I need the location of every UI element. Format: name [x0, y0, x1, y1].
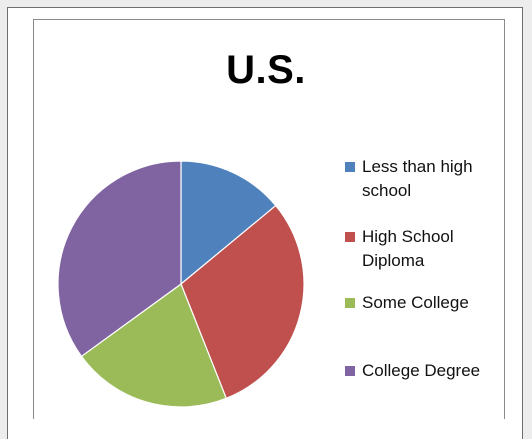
- legend-swatch: [345, 232, 355, 242]
- legend-swatch: [345, 366, 355, 376]
- legend-label: Some College: [362, 293, 469, 312]
- pie-slice-college-degree: [57, 160, 182, 358]
- pie-slice-high-school-diploma: [180, 204, 305, 400]
- pie-slice-some-college: [80, 283, 228, 408]
- pie-slice-less-than-high-school: [180, 160, 277, 286]
- legend-swatch: [345, 162, 355, 172]
- legend-label: College Degree: [362, 361, 481, 380]
- chart-title: U.S.: [226, 48, 306, 92]
- legend-swatch: [345, 298, 355, 308]
- legend-label: Less than high school: [362, 157, 473, 200]
- legend-label: High School Diploma: [362, 227, 454, 270]
- plot-area-border: [33, 19, 505, 419]
